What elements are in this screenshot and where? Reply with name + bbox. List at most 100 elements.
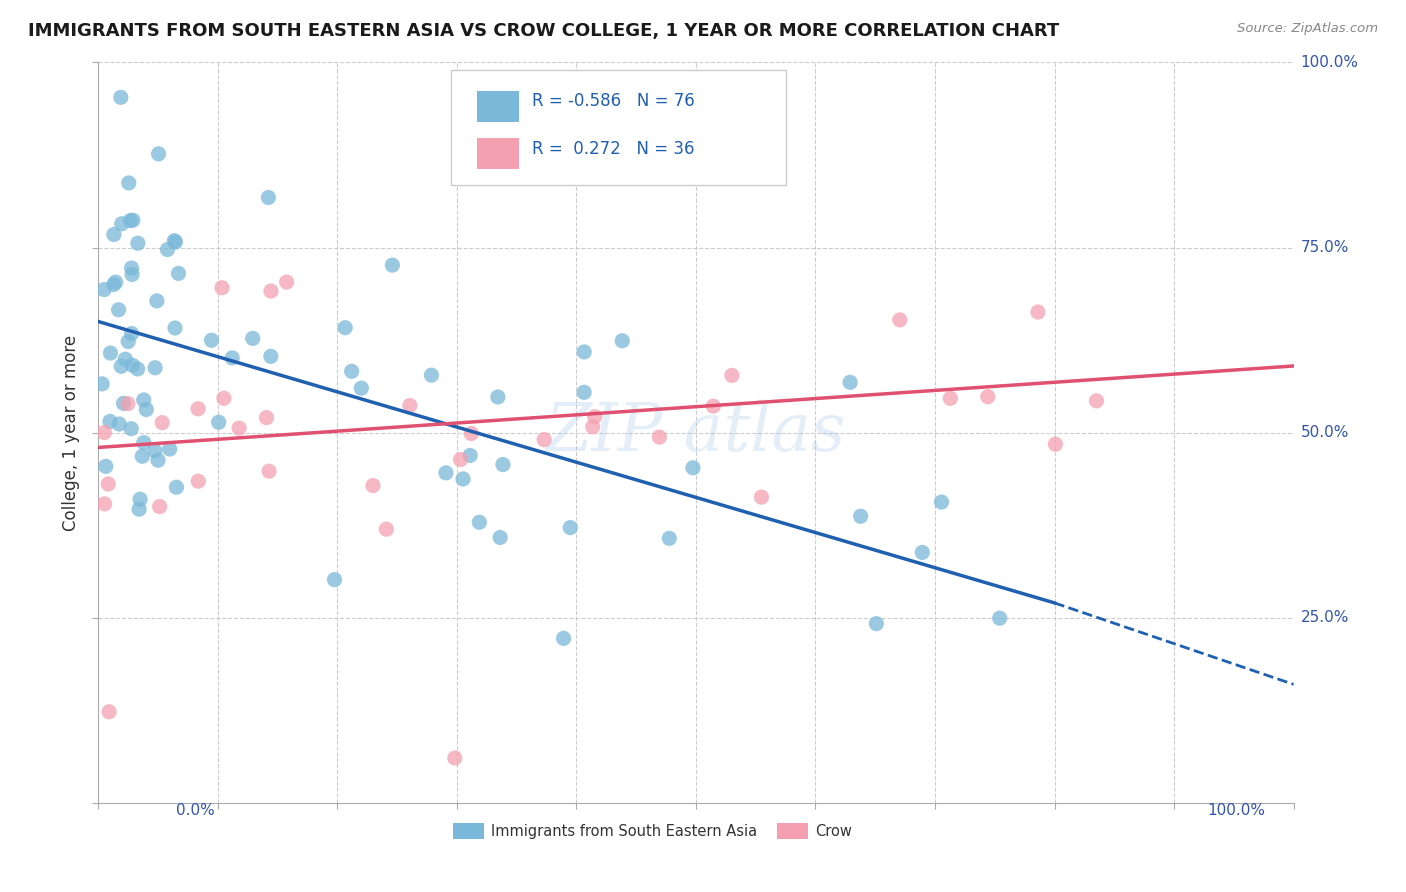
Point bbox=[187, 401, 209, 416]
Point bbox=[361, 478, 384, 492]
Point bbox=[146, 293, 169, 308]
Text: IMMIGRANTS FROM SOUTH EASTERN ASIA VS CROW COLLEGE, 1 YEAR OR MORE CORRELATION C: IMMIGRANTS FROM SOUTH EASTERN ASIA VS CR… bbox=[28, 22, 1059, 40]
Point bbox=[143, 443, 166, 458]
Point bbox=[120, 213, 142, 227]
Point bbox=[486, 390, 509, 404]
Point bbox=[200, 333, 222, 347]
Point bbox=[187, 474, 209, 488]
Point bbox=[110, 90, 132, 104]
Point bbox=[98, 414, 121, 428]
Point bbox=[977, 390, 1000, 404]
Point bbox=[721, 368, 744, 383]
Point bbox=[839, 376, 862, 390]
Point bbox=[121, 268, 143, 282]
Point bbox=[572, 345, 595, 359]
Point bbox=[149, 500, 172, 514]
Point bbox=[163, 321, 186, 335]
Point bbox=[100, 346, 122, 360]
Point bbox=[700, 170, 723, 185]
Point bbox=[340, 364, 363, 378]
Point bbox=[121, 326, 143, 341]
Point bbox=[450, 452, 472, 467]
Point bbox=[443, 751, 465, 765]
Text: 25.0%: 25.0% bbox=[1301, 610, 1348, 625]
Point bbox=[333, 320, 356, 334]
Point bbox=[103, 277, 125, 292]
Point bbox=[849, 509, 872, 524]
Bar bbox=[477, 138, 519, 169]
Point bbox=[1045, 437, 1067, 451]
Point bbox=[451, 472, 474, 486]
Point bbox=[751, 490, 773, 504]
Point bbox=[132, 392, 155, 407]
Point bbox=[931, 495, 953, 509]
Point bbox=[553, 632, 575, 646]
Point bbox=[939, 392, 962, 406]
Point bbox=[97, 477, 120, 491]
Point bbox=[242, 331, 264, 345]
Point bbox=[1026, 305, 1049, 319]
Point bbox=[489, 531, 512, 545]
Y-axis label: College, 1 year or more: College, 1 year or more bbox=[62, 334, 80, 531]
Point bbox=[121, 260, 143, 275]
Point bbox=[468, 515, 491, 529]
Point bbox=[572, 385, 595, 400]
Point bbox=[865, 616, 887, 631]
Point bbox=[648, 430, 671, 444]
Point bbox=[118, 176, 141, 190]
Point bbox=[156, 243, 179, 257]
Point bbox=[702, 399, 724, 413]
Point bbox=[148, 146, 170, 161]
Text: Source: ZipAtlas.com: Source: ZipAtlas.com bbox=[1237, 22, 1378, 36]
Text: R =  0.272   N = 36: R = 0.272 N = 36 bbox=[533, 140, 695, 158]
Point bbox=[112, 396, 135, 410]
Text: 100.0%: 100.0% bbox=[1208, 803, 1265, 818]
Point bbox=[212, 392, 235, 406]
Text: Immigrants from South Eastern Asia: Immigrants from South Eastern Asia bbox=[492, 824, 758, 838]
Point bbox=[399, 399, 422, 413]
Point bbox=[103, 227, 125, 242]
Text: 50.0%: 50.0% bbox=[1301, 425, 1348, 440]
Point bbox=[104, 275, 127, 289]
Point bbox=[120, 422, 142, 436]
Point bbox=[129, 492, 152, 507]
Point bbox=[110, 359, 132, 374]
Point bbox=[98, 705, 121, 719]
Point bbox=[117, 397, 139, 411]
Point bbox=[135, 402, 157, 417]
Point bbox=[107, 302, 129, 317]
Point bbox=[93, 425, 115, 440]
Point bbox=[257, 190, 280, 204]
Point bbox=[132, 435, 155, 450]
Point bbox=[228, 421, 250, 435]
Point bbox=[121, 358, 143, 372]
Point bbox=[260, 349, 283, 363]
Point bbox=[117, 334, 139, 349]
Point bbox=[167, 266, 190, 280]
Point bbox=[111, 217, 134, 231]
Point bbox=[492, 458, 515, 472]
Point bbox=[221, 351, 243, 365]
Point bbox=[260, 284, 283, 298]
Point bbox=[350, 381, 373, 395]
Text: ZIP atlas: ZIP atlas bbox=[546, 400, 846, 466]
Point bbox=[122, 213, 145, 227]
Point bbox=[128, 502, 150, 516]
Point bbox=[682, 460, 704, 475]
Point bbox=[165, 480, 187, 494]
Point bbox=[131, 449, 153, 463]
Point bbox=[420, 368, 443, 383]
Point bbox=[208, 415, 231, 429]
Point bbox=[114, 352, 136, 367]
Point bbox=[988, 611, 1011, 625]
Point bbox=[165, 235, 187, 249]
Point bbox=[612, 334, 634, 348]
Point bbox=[582, 419, 605, 434]
Text: 100.0%: 100.0% bbox=[1301, 55, 1358, 70]
Text: 0.0%: 0.0% bbox=[176, 803, 215, 818]
Point bbox=[560, 520, 582, 534]
Text: 75.0%: 75.0% bbox=[1301, 240, 1348, 255]
Point bbox=[143, 360, 166, 375]
Point bbox=[375, 522, 398, 536]
Point bbox=[533, 433, 555, 447]
